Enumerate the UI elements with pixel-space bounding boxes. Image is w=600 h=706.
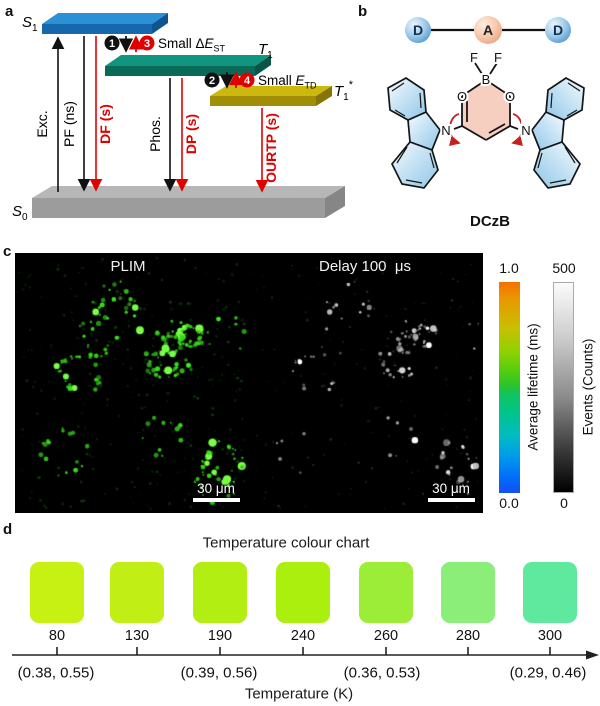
panel-b-label: b: [358, 3, 368, 20]
tick-label-130: 130: [124, 628, 150, 644]
events-max: 500: [552, 260, 576, 276]
temperature-axis: [12, 647, 599, 660]
ourtp-label: OURTP (s): [263, 113, 279, 183]
tick-label-300: 300: [537, 628, 563, 644]
temp-swatch-190: [193, 562, 247, 623]
dad-scheme: D A D: [405, 16, 571, 44]
t1-star-slab: [210, 86, 332, 106]
molecule-panel: D A D: [387, 16, 585, 230]
tick-label-280: 280: [455, 628, 481, 644]
cie-coord-3: (0.36, 0.53): [343, 664, 421, 682]
rotation-arrow-right: [511, 113, 524, 147]
atom-n1: N: [441, 123, 450, 138]
temp-swatch-280: [441, 562, 495, 623]
axis-ticks: [56, 647, 551, 655]
temp-swatch-240: [276, 562, 330, 623]
bf2-ring-fill: [462, 80, 510, 140]
temp-chart-title: Temperature colour chart: [202, 534, 370, 552]
carbazole-left: [387, 77, 441, 189]
temp-swatch-300: [523, 562, 577, 623]
atom-b: B: [482, 72, 491, 87]
lifetime-max: 1.0: [499, 260, 519, 276]
svg-text:4: 4: [244, 75, 251, 87]
delay-title: Delay 100 μs: [318, 258, 412, 275]
s1-slab: [42, 13, 168, 34]
tick-label-80: 80: [48, 628, 66, 644]
tick-label-260: 260: [373, 628, 399, 644]
cie-coord-1: (0.38, 0.55): [17, 664, 95, 682]
panel-d-label: d: [3, 521, 13, 538]
bf2-ring-bonds: [453, 62, 519, 141]
temp-swatch-130: [110, 562, 164, 623]
step-1-badge: 1: [104, 35, 120, 51]
s0-slab: [32, 186, 345, 218]
step-2-badge: 2: [204, 72, 220, 88]
t1-state-label: T1: [258, 41, 273, 61]
exc-label: Exc.: [34, 110, 50, 137]
svg-text:3: 3: [144, 38, 150, 50]
cie-coord-2: (0.39, 0.56): [180, 664, 258, 682]
s1-state-label: S1: [22, 14, 38, 34]
df-label: DF (s): [97, 104, 113, 144]
donor-circle-right: [545, 17, 571, 43]
scalebar-left: [193, 498, 240, 502]
events-axis-label: Events (Counts): [580, 338, 596, 436]
tick-label-240: 240: [290, 628, 316, 644]
temp-swatch-260: [359, 562, 413, 623]
atom-f2: F: [494, 50, 502, 65]
energy-level-diagram: S1 T1 T1* S0 Exc. PF (ns) DF (s) Phos. D…: [12, 13, 354, 223]
molecule-name: DCzB: [470, 213, 510, 230]
lifetime-axis-label: Average lifetime (ms): [525, 323, 541, 451]
scalebar-right: [428, 498, 475, 502]
donor-label-left: D: [413, 22, 423, 38]
atom-f1: F: [470, 50, 478, 65]
svg-text:2: 2: [209, 75, 215, 87]
atom-o2: O: [505, 89, 515, 104]
lifetime-colorbar: [499, 282, 520, 493]
plim-dots-canvas: [15, 253, 483, 513]
cie-coord-4: (0.29, 0.46): [509, 664, 587, 682]
atom-n2: N: [521, 123, 530, 138]
rotation-arrow-left: [448, 113, 461, 147]
phos-label: Phos.: [147, 116, 163, 152]
t1-star-state-label: T1*: [334, 79, 354, 103]
donor-label-right: D: [553, 22, 563, 38]
acceptor-label: A: [483, 22, 493, 38]
lifetime-min: 0.0: [499, 495, 519, 511]
scalebar-right-label: 30 μm: [432, 481, 470, 496]
scalebar-left-label: 30 μm: [197, 481, 235, 496]
small-etd-label: Small ETD: [258, 73, 317, 91]
panel-a-label: a: [5, 3, 14, 20]
t1-slab: [105, 55, 271, 76]
atom-o1: O: [457, 89, 467, 104]
svg-text:1: 1: [109, 38, 115, 50]
panel-c-label: c: [3, 243, 12, 260]
plim-micrograph: PLIM Delay 100 μs 30 μm 30 μm: [15, 253, 483, 513]
atom-labels: F F B O O N N: [439, 48, 532, 140]
step-4-badge: 4: [239, 72, 255, 88]
acceptor-circle: [474, 16, 502, 44]
small-est-label: Small ΔEST: [158, 36, 226, 54]
carbazole-right: [531, 77, 585, 189]
donor-circle-left: [405, 17, 431, 43]
tick-label-190: 190: [207, 628, 233, 644]
temperature-axis-label: Temperature (K): [244, 685, 354, 703]
dp-label: DP (s): [183, 114, 199, 154]
temp-swatch-80: [30, 562, 84, 623]
pf-label: PF (ns): [61, 101, 77, 147]
step-3-badge: 3: [139, 35, 155, 51]
plim-title: PLIM: [110, 258, 146, 275]
events-colorbar: [553, 282, 574, 493]
s0-state-label: S0: [12, 203, 28, 223]
events-min: 0: [560, 495, 568, 511]
